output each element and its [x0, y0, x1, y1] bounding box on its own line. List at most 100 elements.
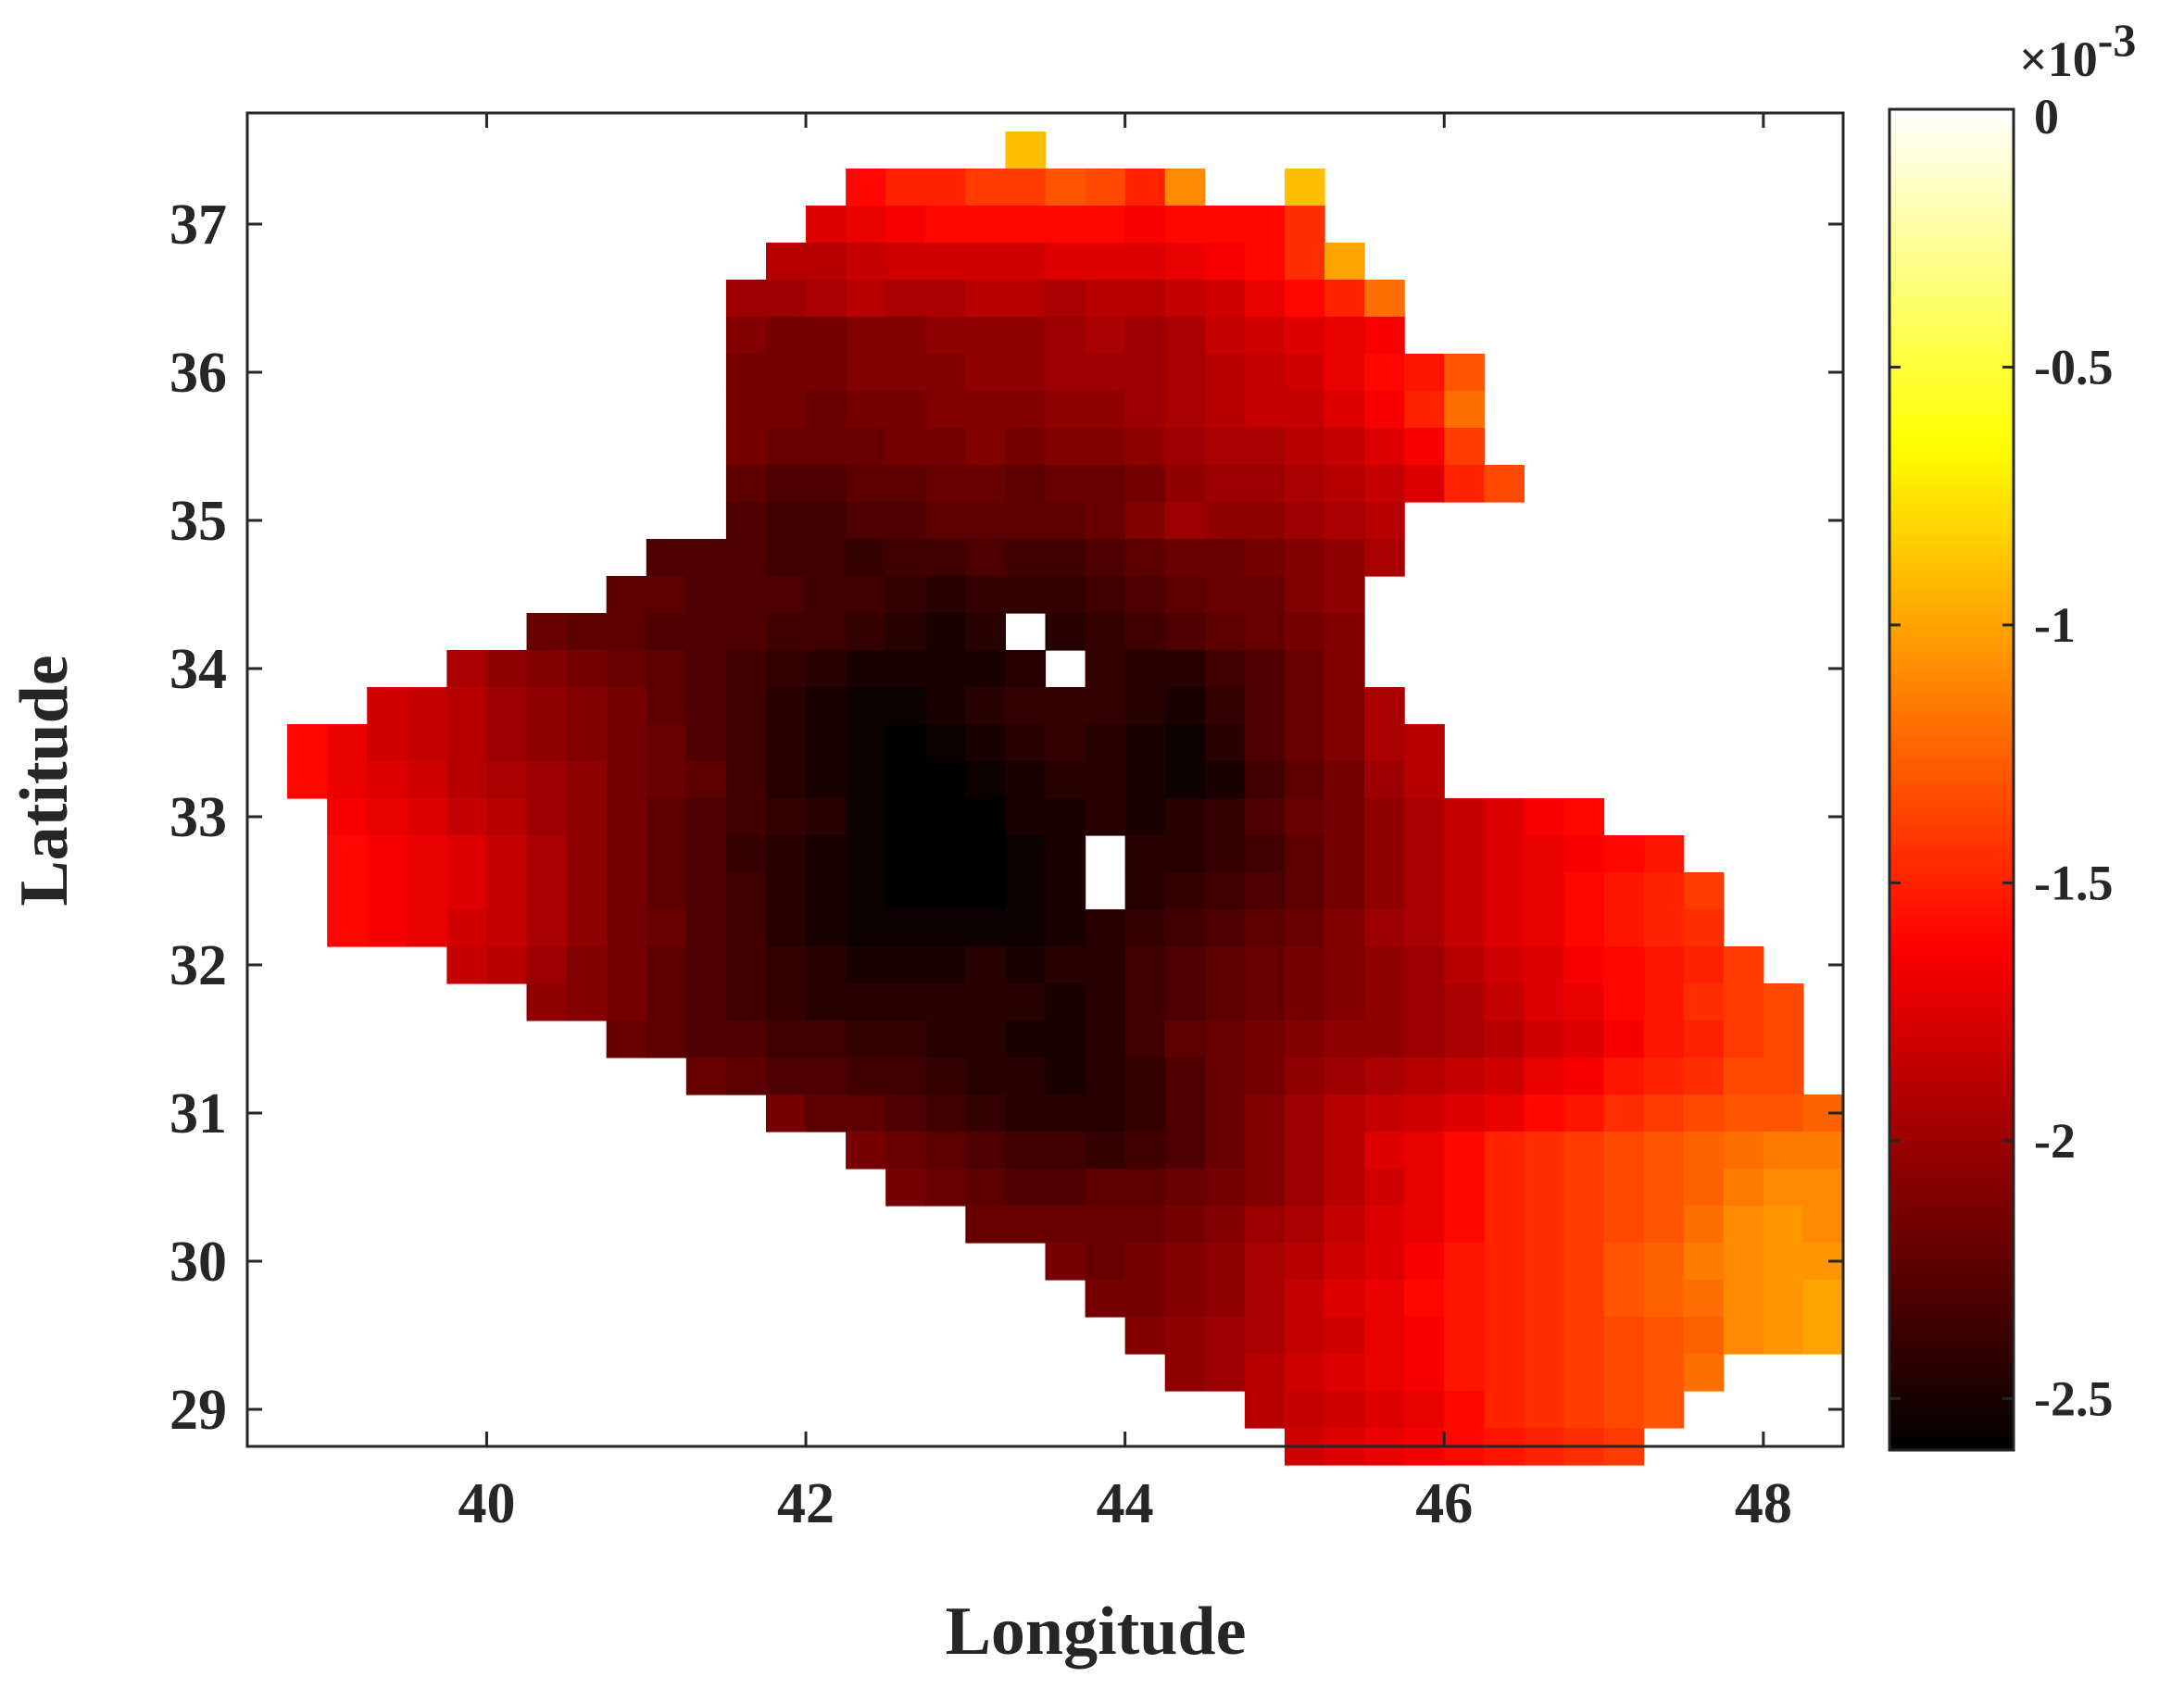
heatmap-cell	[1723, 1317, 1764, 1355]
heatmap-cell	[1643, 1132, 1685, 1170]
heatmap-cell	[646, 650, 687, 688]
heatmap-cell	[1603, 1169, 1645, 1207]
heatmap-cell	[885, 687, 926, 725]
heatmap-cell	[685, 687, 727, 725]
heatmap-cell	[1364, 280, 1405, 318]
heatmap-cell	[327, 835, 368, 873]
heatmap-cell	[885, 761, 926, 799]
heatmap-cell	[1444, 465, 1485, 503]
heatmap-cell	[965, 1057, 1007, 1095]
heatmap-cell	[1284, 1317, 1325, 1355]
heatmap-cell	[1723, 1020, 1764, 1058]
heatmap-cell	[606, 872, 647, 910]
heatmap-cell	[725, 391, 767, 429]
heatmap-cell	[327, 872, 368, 910]
heatmap-cell	[885, 872, 926, 910]
heatmap-cell	[925, 983, 966, 1021]
heatmap-cell	[1603, 1057, 1645, 1095]
heatmap-cell	[1164, 280, 1206, 318]
heatmap-cell	[1085, 206, 1126, 244]
heatmap-cell	[1563, 872, 1605, 910]
heatmap-cell	[1045, 1020, 1086, 1058]
heatmap-cell	[1124, 613, 1166, 651]
heatmap-cell	[846, 465, 886, 503]
heatmap-cell	[1164, 391, 1206, 429]
heatmap-cell	[1005, 650, 1047, 688]
heatmap-cell	[606, 576, 647, 614]
heatmap-cell	[1643, 1095, 1685, 1132]
colorbar-ticks: 0 -0.5 -1 -1.5 -2 -2.5	[1889, 89, 2113, 1426]
heatmap-cell	[1364, 539, 1405, 577]
heatmap-cell	[646, 613, 687, 651]
heatmap-cell	[1324, 1206, 1365, 1244]
heatmap-cell	[606, 650, 647, 688]
heatmap-cell	[1763, 1243, 1804, 1281]
heatmap-cell	[1563, 1206, 1605, 1244]
heatmap-cell	[806, 724, 847, 762]
heatmap-cell	[1763, 1095, 1804, 1132]
heatmap-cell	[1124, 1095, 1166, 1132]
heatmap-cell	[1683, 1095, 1725, 1132]
heatmap-cell	[965, 613, 1007, 651]
heatmap-cell	[1244, 946, 1286, 984]
heatmap-cell	[1524, 1354, 1565, 1392]
heatmap-cell	[566, 946, 608, 984]
heatmap-cell	[1284, 872, 1325, 910]
heatmap-cell	[646, 1020, 687, 1058]
heatmap-cell	[1124, 428, 1166, 466]
heatmap-cell	[1683, 946, 1725, 984]
heatmap-cell	[765, 909, 807, 947]
heatmap-cell	[965, 539, 1007, 577]
heatmap-cell	[1484, 1020, 1525, 1058]
heatmap-cell	[1045, 687, 1086, 725]
x-axis-ticks: 40 42 44 46 48	[458, 113, 1792, 1535]
heatmap-cell	[1005, 354, 1047, 392]
heatmap-cell	[765, 650, 807, 688]
heatmap-cell	[1005, 539, 1047, 577]
heatmap-cell	[566, 798, 608, 836]
heatmap-cell	[1244, 539, 1286, 577]
heatmap-cell	[367, 724, 408, 762]
heatmap-cell	[1085, 650, 1126, 688]
heatmap-cell	[1164, 724, 1206, 762]
heatmap-cell	[1563, 1243, 1605, 1281]
heatmap-cell	[1683, 1243, 1725, 1281]
heatmap-cell	[1244, 1169, 1286, 1207]
heatmap-cell	[1603, 909, 1645, 947]
heatmap-cell	[1324, 428, 1365, 466]
heatmap-cell	[1085, 317, 1126, 355]
heatmap-cell	[1085, 243, 1126, 281]
heatmap-cell	[846, 909, 886, 947]
heatmap-cell	[725, 613, 767, 651]
heatmap-cell	[1444, 835, 1485, 873]
heatmap-cell	[846, 798, 886, 836]
heatmap-cell	[1324, 1132, 1365, 1170]
heatmap-cell	[1364, 687, 1405, 725]
heatmap-cell	[1085, 280, 1126, 318]
heatmap-cell	[1324, 280, 1365, 318]
heatmap-cell	[1324, 317, 1365, 355]
heatmap-cell	[446, 909, 488, 947]
heatmap-cell	[1164, 428, 1206, 466]
heatmap-cell	[606, 909, 647, 947]
heatmap-cell	[1723, 1095, 1764, 1132]
heatmap-cell	[407, 909, 447, 947]
heatmap-cell	[925, 1132, 966, 1170]
heatmap-cell	[1683, 1206, 1725, 1244]
heatmap-cell	[925, 280, 966, 318]
heatmap-cell	[1603, 1132, 1645, 1170]
heatmap-cell	[1045, 613, 1086, 651]
heatmap-cell	[685, 946, 727, 984]
heatmap-cell	[1124, 1169, 1166, 1207]
heatmap-cell	[885, 576, 926, 614]
heatmap-cell	[566, 724, 608, 762]
heatmap-cell	[486, 835, 528, 873]
heatmap-cell	[1244, 1095, 1286, 1132]
heatmap-cell	[965, 280, 1007, 318]
heatmap-cell	[606, 761, 647, 799]
heatmap-cell	[1404, 724, 1445, 762]
heatmap-cell	[725, 724, 767, 762]
heatmap-cell	[1204, 280, 1246, 318]
heatmap-cell	[1324, 1391, 1365, 1429]
heatmap-cell	[885, 1095, 926, 1132]
